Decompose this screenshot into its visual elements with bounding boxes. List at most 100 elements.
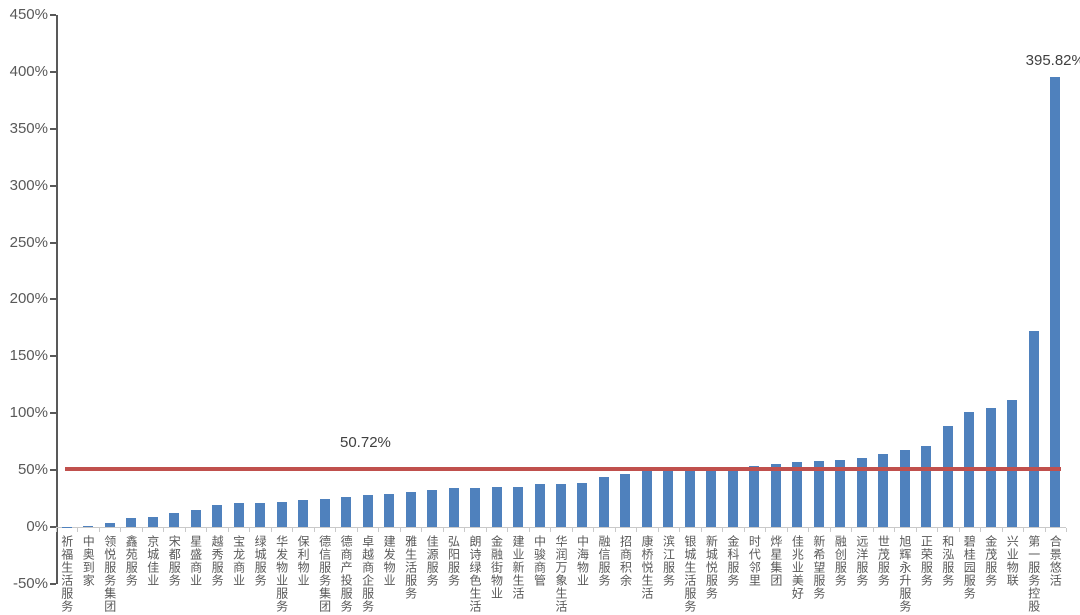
x-axis-label: 保利物业 xyxy=(296,535,311,587)
x-axis-label: 第一服务控股 xyxy=(1026,535,1041,613)
x-axis-label: 中海物业 xyxy=(575,535,590,587)
x-axis-tick xyxy=(292,528,294,532)
x-axis-label: 雅生活服务 xyxy=(403,535,418,600)
x-axis-tick xyxy=(636,528,638,532)
bar xyxy=(921,445,932,527)
reference-line xyxy=(64,467,1062,472)
reference-line-label: 50.72% xyxy=(340,434,391,452)
x-axis-tick xyxy=(399,528,401,532)
y-axis-tick-label: -50% xyxy=(12,574,48,592)
bar xyxy=(470,487,481,527)
x-axis-label: 宋都服务 xyxy=(167,535,182,587)
x-axis-tick xyxy=(442,528,444,532)
x-axis-tick xyxy=(335,528,337,532)
x-axis-label: 金科服务 xyxy=(725,535,740,587)
bar xyxy=(1050,76,1061,527)
x-axis-tick xyxy=(679,528,681,532)
bar xyxy=(620,474,631,527)
x-axis-tick xyxy=(657,528,659,532)
x-axis-line xyxy=(56,527,1066,528)
bar xyxy=(1028,331,1039,527)
x-axis-label: 时代邻里 xyxy=(747,535,762,587)
bar xyxy=(749,466,760,527)
x-axis-label: 旭辉永升服务 xyxy=(897,535,912,613)
bar xyxy=(427,490,438,527)
x-axis-tick xyxy=(421,528,423,532)
bar xyxy=(942,425,953,527)
y-axis-tick xyxy=(50,127,56,130)
bar xyxy=(298,500,309,527)
bar xyxy=(556,483,566,527)
x-axis-tick xyxy=(722,528,724,532)
y-axis-tick xyxy=(50,469,56,472)
x-axis-tick xyxy=(77,528,79,532)
y-axis-tick-label: 200% xyxy=(9,290,48,308)
x-axis-label: 弘阳服务 xyxy=(446,535,461,587)
y-axis-tick-label: 250% xyxy=(9,233,48,251)
x-axis-tick xyxy=(356,528,358,532)
y-axis-tick-label: 150% xyxy=(9,347,48,365)
x-axis-label: 新希望服务 xyxy=(811,535,826,600)
bar xyxy=(233,503,244,527)
bar xyxy=(362,495,373,527)
x-axis-tick xyxy=(872,528,874,532)
x-axis-label: 新城悦服务 xyxy=(704,535,719,600)
x-axis-label: 远洋服务 xyxy=(854,535,869,587)
x-axis-tick xyxy=(550,528,552,532)
y-axis-tick xyxy=(50,582,56,585)
y-axis-tick-label: 400% xyxy=(9,62,48,80)
x-axis-tick xyxy=(313,528,315,532)
x-axis-label: 佳源服务 xyxy=(425,535,440,587)
x-axis-tick xyxy=(120,528,122,532)
x-axis-tick xyxy=(206,528,208,532)
max-bar-label: 395.82% xyxy=(1025,51,1080,69)
x-axis-label: 德信服务集团 xyxy=(317,535,332,613)
bar xyxy=(856,457,867,527)
x-axis-label: 康桥悦生活 xyxy=(639,535,654,600)
x-axis-label: 兴业物联 xyxy=(1005,535,1020,587)
x-axis-tick xyxy=(528,528,530,532)
x-axis-tick xyxy=(593,528,595,532)
bar xyxy=(835,459,846,527)
x-axis-tick xyxy=(485,528,487,532)
bar xyxy=(276,501,287,527)
x-axis-label: 绿城服务 xyxy=(253,535,268,587)
bar xyxy=(212,505,223,527)
x-axis-tick xyxy=(915,528,917,532)
x-axis-label: 融创服务 xyxy=(833,535,848,587)
x-axis-tick xyxy=(163,528,165,532)
bar xyxy=(126,517,137,527)
bar xyxy=(770,464,781,527)
x-axis-label: 碧桂园服务 xyxy=(962,535,977,600)
bar xyxy=(448,488,459,527)
bar xyxy=(104,523,115,527)
x-axis-label: 京城佳业 xyxy=(145,535,160,587)
bar xyxy=(577,482,588,527)
y-axis-tick-label: 0% xyxy=(26,518,48,535)
x-axis-label: 卓越商企服务 xyxy=(360,535,375,613)
x-axis-label: 祈福生活服务 xyxy=(59,535,74,613)
x-axis-label: 中奥到家 xyxy=(81,535,96,587)
y-axis-tick xyxy=(50,241,56,244)
x-axis-label: 滨江服务 xyxy=(661,535,676,587)
x-axis-tick xyxy=(571,528,573,532)
x-axis-tick xyxy=(980,528,982,532)
x-axis-label: 佳兆业美好 xyxy=(790,535,805,600)
y-axis-tick xyxy=(50,355,56,358)
bar xyxy=(878,454,889,527)
x-axis-tick xyxy=(786,528,788,532)
y-axis-tick xyxy=(50,526,56,528)
x-axis-label: 招商积余 xyxy=(618,535,633,587)
x-axis-tick xyxy=(829,528,831,532)
x-axis-label: 银城生活服务 xyxy=(682,535,697,613)
x-axis-tick xyxy=(743,528,745,532)
x-axis-tick xyxy=(614,528,616,532)
bar xyxy=(1007,400,1018,527)
bar xyxy=(534,484,545,527)
x-axis-label: 金融街物业 xyxy=(489,535,504,600)
y-axis-line xyxy=(56,15,58,584)
y-axis-tick xyxy=(50,184,56,187)
x-axis-label: 和泓服务 xyxy=(940,535,955,587)
x-axis-tick xyxy=(270,528,272,532)
